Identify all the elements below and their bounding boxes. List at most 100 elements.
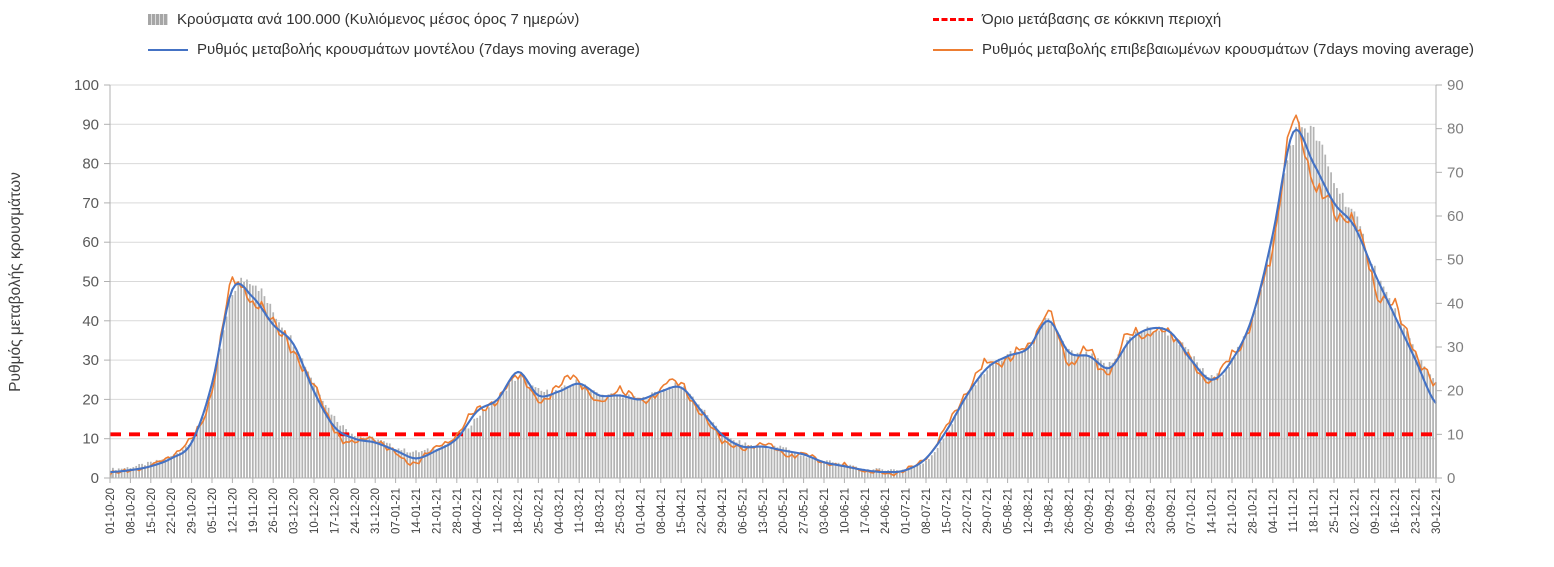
svg-text:25-11-21: 25-11-21 xyxy=(1329,488,1341,533)
svg-text:03-06-21: 03-06-21 xyxy=(819,488,831,534)
svg-text:04-11-21: 04-11-21 xyxy=(1268,488,1280,533)
svg-text:09-12-21: 09-12-21 xyxy=(1370,488,1382,534)
orange-line-swatch-icon xyxy=(933,48,973,51)
legend-label-confirmed-rate: Ρυθμός μεταβολής επιβεβαιωμένων κρουσμάτ… xyxy=(982,41,1474,58)
svg-text:13-05-21: 13-05-21 xyxy=(758,488,770,534)
svg-text:26-11-20: 26-11-20 xyxy=(268,488,280,533)
svg-text:10: 10 xyxy=(82,431,99,448)
svg-text:31-12-20: 31-12-20 xyxy=(370,488,382,534)
svg-text:07-10-21: 07-10-21 xyxy=(1186,488,1198,534)
svg-text:02-09-21: 02-09-21 xyxy=(1084,488,1096,534)
legend-label-model-rate: Ρυθμός μεταβολής κρουσμάτων μοντέλου (7d… xyxy=(197,41,640,58)
svg-text:60: 60 xyxy=(82,234,99,251)
svg-text:03-12-20: 03-12-20 xyxy=(289,488,301,534)
svg-text:70: 70 xyxy=(82,195,99,212)
svg-text:27-05-21: 27-05-21 xyxy=(799,488,811,534)
svg-text:29-10-20: 29-10-20 xyxy=(187,488,199,534)
legend-label-threshold: Όριο μετάβασης σε κόκκινη περιοχή xyxy=(982,11,1222,28)
svg-text:01-07-21: 01-07-21 xyxy=(901,488,913,534)
svg-text:19-08-21: 19-08-21 xyxy=(1043,488,1055,534)
svg-text:40: 40 xyxy=(1447,295,1464,312)
svg-text:60: 60 xyxy=(1447,208,1464,225)
legend-item-confirmed-rate: Ρυθμός μεταβολής επιβεβαιωμένων κρουσμάτ… xyxy=(933,41,1474,58)
svg-text:17-06-21: 17-06-21 xyxy=(860,488,872,534)
svg-text:0: 0 xyxy=(1447,470,1455,487)
svg-text:24-06-21: 24-06-21 xyxy=(880,488,892,534)
svg-text:18-11-21: 18-11-21 xyxy=(1309,488,1321,533)
right-axis-tick-labels: 0 10 20 30 40 50 60 70 80 90 xyxy=(1447,77,1464,487)
svg-text:80: 80 xyxy=(1447,121,1464,138)
svg-text:10-06-21: 10-06-21 xyxy=(839,488,851,534)
svg-text:07-01-21: 07-01-21 xyxy=(391,488,403,534)
legend-item-threshold: Όριο μετάβασης σε κόκκινη περιοχή xyxy=(933,11,1221,28)
svg-text:29-07-21: 29-07-21 xyxy=(982,488,994,534)
svg-text:11-03-21: 11-03-21 xyxy=(574,488,586,533)
svg-text:12-08-21: 12-08-21 xyxy=(1023,488,1035,534)
svg-text:18-02-21: 18-02-21 xyxy=(513,488,525,534)
svg-text:15-04-21: 15-04-21 xyxy=(676,488,688,534)
svg-text:50: 50 xyxy=(1447,252,1464,269)
svg-text:23-12-21: 23-12-21 xyxy=(1411,488,1423,534)
svg-text:0: 0 xyxy=(91,470,99,487)
svg-text:28-01-21: 28-01-21 xyxy=(452,488,464,534)
blue-line-swatch-icon xyxy=(148,48,188,51)
svg-text:05-08-21: 05-08-21 xyxy=(1003,488,1015,534)
svg-text:30: 30 xyxy=(82,352,99,369)
svg-text:70: 70 xyxy=(1447,164,1464,181)
svg-text:10: 10 xyxy=(1447,426,1464,443)
svg-text:04-02-21: 04-02-21 xyxy=(472,488,484,534)
svg-text:14-01-21: 14-01-21 xyxy=(411,488,423,534)
svg-text:21-10-21: 21-10-21 xyxy=(1227,488,1239,534)
svg-text:14-10-21: 14-10-21 xyxy=(1207,488,1219,534)
svg-text:23-09-21: 23-09-21 xyxy=(1145,488,1157,534)
svg-text:15-10-20: 15-10-20 xyxy=(146,488,158,534)
svg-text:30-09-21: 30-09-21 xyxy=(1166,488,1178,534)
svg-text:09-09-21: 09-09-21 xyxy=(1105,488,1117,534)
svg-text:01-04-21: 01-04-21 xyxy=(635,488,647,534)
svg-text:06-05-21: 06-05-21 xyxy=(737,488,749,534)
svg-text:22-07-21: 22-07-21 xyxy=(962,488,974,534)
gridlines xyxy=(110,84,1436,479)
svg-text:16-09-21: 16-09-21 xyxy=(1125,488,1137,534)
svg-text:22-04-21: 22-04-21 xyxy=(697,488,709,534)
legend-item-model-rate: Ρυθμός μεταβολής κρουσμάτων μοντέλου (7d… xyxy=(148,41,640,58)
svg-text:15-07-21: 15-07-21 xyxy=(941,488,953,534)
svg-text:100: 100 xyxy=(74,77,99,94)
svg-text:26-08-21: 26-08-21 xyxy=(1064,488,1076,534)
svg-text:30-12-21: 30-12-21 xyxy=(1431,488,1443,534)
svg-text:50: 50 xyxy=(82,274,99,291)
svg-text:20-05-21: 20-05-21 xyxy=(778,488,790,534)
svg-text:20: 20 xyxy=(1447,383,1464,400)
left-axis-tick-labels: 0 10 20 30 40 50 60 70 80 90 100 xyxy=(74,77,99,487)
svg-text:24-12-20: 24-12-20 xyxy=(350,488,362,534)
red-dashed-swatch-icon xyxy=(933,18,973,21)
svg-text:11-11-21: 11-11-21 xyxy=(1288,488,1300,532)
svg-text:10-12-20: 10-12-20 xyxy=(309,488,321,534)
svg-text:11-02-21: 11-02-21 xyxy=(493,488,505,533)
svg-text:29-04-21: 29-04-21 xyxy=(717,488,729,534)
svg-text:08-07-21: 08-07-21 xyxy=(921,488,933,534)
svg-text:08-04-21: 08-04-21 xyxy=(656,488,668,534)
svg-text:12-11-20: 12-11-20 xyxy=(227,488,239,533)
svg-text:22-10-20: 22-10-20 xyxy=(166,488,178,534)
svg-text:40: 40 xyxy=(82,313,99,330)
svg-text:02-12-21: 02-12-21 xyxy=(1349,488,1361,534)
svg-text:01-10-20: 01-10-20 xyxy=(105,488,117,534)
cases-bars xyxy=(110,121,1437,479)
legend-item-cases-bars: Κρούσματα ανά 100.000 (Κυλιόμενος μέσος … xyxy=(148,11,579,28)
svg-text:90: 90 xyxy=(82,116,99,133)
gray-bars-swatch-icon xyxy=(148,14,168,25)
svg-text:80: 80 xyxy=(82,156,99,173)
svg-text:25-03-21: 25-03-21 xyxy=(615,488,627,534)
svg-text:16-12-21: 16-12-21 xyxy=(1390,488,1402,534)
svg-text:19-11-20: 19-11-20 xyxy=(248,488,260,533)
axis-lines xyxy=(104,84,1442,479)
svg-text:18-03-21: 18-03-21 xyxy=(595,488,607,534)
svg-text:17-12-20: 17-12-20 xyxy=(329,488,341,534)
svg-text:30: 30 xyxy=(1447,339,1464,356)
svg-text:90: 90 xyxy=(1447,77,1464,94)
model-line xyxy=(109,128,1437,474)
svg-text:05-11-20: 05-11-20 xyxy=(207,488,219,533)
